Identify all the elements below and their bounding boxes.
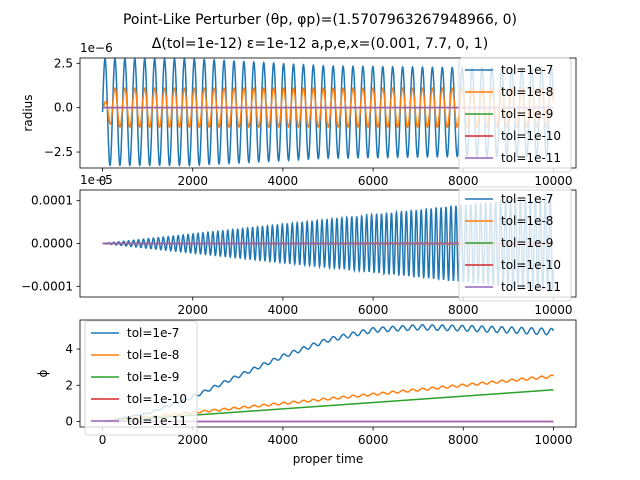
x-tick-label: 8000 bbox=[448, 174, 479, 188]
x-tick-label: 2000 bbox=[177, 303, 208, 317]
legend-box bbox=[458, 186, 572, 302]
legend-box bbox=[84, 320, 198, 436]
legend-label: tol=1e-10 bbox=[501, 129, 561, 143]
y-tick-label: 2 bbox=[65, 378, 73, 392]
figure-title-line1: Point-Like Perturber (θp, φp)=(1.5707963… bbox=[123, 12, 517, 28]
legend-label: tol=1e-10 bbox=[127, 392, 187, 406]
axis-offset-text: 1e−5 bbox=[80, 173, 113, 187]
legend-label: tol=1e-8 bbox=[501, 85, 553, 99]
y-tick-label: 0.0000 bbox=[31, 237, 73, 251]
legend-label: tol=1e-8 bbox=[127, 348, 179, 362]
y-tick-label: −0.0001 bbox=[21, 279, 73, 293]
y-tick-label: 0.0 bbox=[54, 101, 73, 115]
legend-label: tol=1e-9 bbox=[127, 370, 179, 384]
legend-label: tol=1e-9 bbox=[501, 107, 553, 121]
x-tick-label: 4000 bbox=[268, 174, 299, 188]
x-tick-label: 6000 bbox=[358, 174, 389, 188]
x-tick-label: 10000 bbox=[534, 433, 572, 447]
legend-label: tol=1e-11 bbox=[501, 280, 561, 294]
x-tick-label: 8000 bbox=[448, 303, 479, 317]
x-tick-label: 6000 bbox=[358, 303, 389, 317]
legend: tol=1e-7 tol=1e-8 tol=1e-9 tol=1e-10 tol=1e-… bbox=[458, 57, 572, 173]
axes-frame bbox=[79, 57, 577, 169]
legend-label: tol=1e-8 bbox=[501, 214, 553, 228]
legend-box bbox=[458, 57, 572, 173]
legend-label: tol=1e-7 bbox=[501, 192, 553, 206]
x-tick-label: 0 bbox=[99, 174, 107, 188]
x-tick-label: 4000 bbox=[268, 433, 299, 447]
y-axis-label: radius bbox=[21, 94, 35, 131]
x-tick-label: 6000 bbox=[358, 433, 389, 447]
figure-title-line2: Δ(tol=1e-12) ε=1e-12 a,p,e,x=(0.001, 7.7… bbox=[152, 36, 488, 52]
x-tick-label: 10000 bbox=[534, 303, 572, 317]
legend-label: tol=1e-9 bbox=[501, 236, 553, 250]
axes-frame bbox=[79, 319, 577, 428]
legend-label: tol=1e-11 bbox=[127, 414, 187, 428]
x-tick-label: 4000 bbox=[268, 303, 299, 317]
x-tick-label: 0 bbox=[99, 433, 107, 447]
subplot-1: 0 2000 4000 6000 8000 10000 −2.5 0.0 2.5 1e−6 radi… bbox=[21, 41, 577, 188]
x-tick-label: 2000 bbox=[177, 433, 208, 447]
legend-label: tol=1e-7 bbox=[127, 326, 179, 340]
legend-label: tol=1e-7 bbox=[501, 63, 553, 77]
y-tick-label: 0.0001 bbox=[31, 194, 73, 208]
y-tick-label: 4 bbox=[65, 342, 73, 356]
axis-offset-text: 1e−6 bbox=[80, 41, 113, 55]
x-tick-label: 2000 bbox=[177, 174, 208, 188]
x-tick-label: 8000 bbox=[448, 433, 479, 447]
legend: tol=1e-7 tol=1e-8 tol=1e-9 tol=1e-10 tol=1e-… bbox=[458, 186, 572, 302]
y-tick-label: 0 bbox=[65, 415, 73, 429]
y-tick-label: −2.5 bbox=[44, 145, 73, 159]
y-axis-label: ϕ bbox=[36, 369, 50, 377]
x-tick-label: 10000 bbox=[534, 174, 572, 188]
subplot-3: 0 2000 4000 6000 8000 10000 0 2 4 ϕ proper time tol… bbox=[36, 319, 577, 466]
x-axis-label: proper time bbox=[293, 452, 364, 466]
panels: 0 2000 4000 6000 8000 10000 −2.5 0.0 2.5 1e−6 radi… bbox=[21, 41, 577, 466]
y-tick-label: 2.5 bbox=[54, 56, 73, 70]
legend-label: tol=1e-10 bbox=[501, 258, 561, 272]
legend-label: tol=1e-11 bbox=[501, 151, 561, 165]
subplot-2: 2000 4000 6000 8000 10000 −0.0001 0.0000 0.0001… bbox=[21, 173, 577, 317]
legend: tol=1e-7 tol=1e-8 tol=1e-9 tol=1e-10 tol=1e-… bbox=[84, 320, 198, 436]
